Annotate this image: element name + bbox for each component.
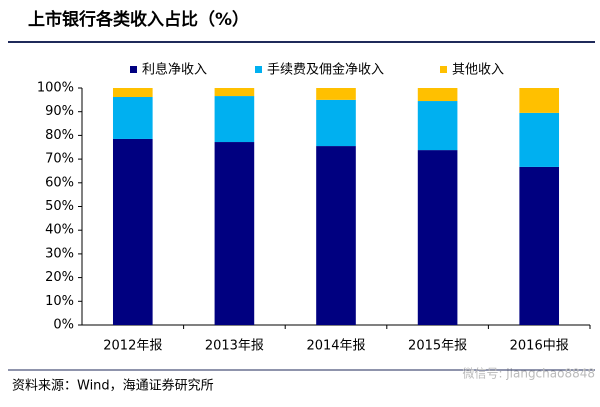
y-tick-label: 40%: [45, 223, 74, 238]
y-tick-label: 10%: [45, 294, 74, 309]
bar-segment: [316, 99, 356, 147]
bar-segment: [112, 138, 153, 325]
bar-segment: [112, 88, 153, 98]
legend-swatch: [130, 66, 137, 73]
bar-segment: [316, 146, 356, 325]
y-tick-label: 0%: [53, 318, 74, 333]
y-tick-label: 100%: [37, 81, 74, 96]
x-tick-label: 2016中报: [510, 339, 569, 354]
bar-segment: [417, 101, 458, 151]
legend-label: 利息净收入: [142, 62, 207, 78]
legend-swatch: [255, 66, 262, 73]
bar-segment: [417, 150, 458, 325]
y-tick-label: 90%: [45, 104, 74, 119]
y-tick-label: 60%: [45, 175, 74, 190]
bar-segment: [214, 96, 255, 143]
bar-segment: [417, 88, 458, 102]
y-tick-label: 80%: [45, 128, 74, 143]
legend-swatch: [440, 66, 447, 73]
bar-segment: [214, 142, 255, 325]
bar-segment: [519, 166, 560, 325]
y-tick-label: 30%: [45, 246, 74, 261]
bar-segment: [519, 88, 560, 113]
y-tick-label: 20%: [45, 270, 74, 285]
bar-segment: [519, 112, 560, 167]
bar-segment: [214, 88, 255, 97]
legend-label: 手续费及佣金净收入: [267, 62, 384, 78]
chart-title: 上市银行各类收入占比（%）: [28, 9, 249, 30]
source-note: 资料来源：Wind，海通证券研究所: [12, 378, 214, 394]
bar-segment: [112, 97, 153, 139]
legend-label: 其他收入: [452, 63, 504, 78]
x-tick-label: 2014年报: [306, 339, 365, 354]
x-tick-label: 2012年报: [103, 339, 162, 354]
y-tick-label: 50%: [45, 199, 74, 214]
watermark: 微信号: jiangchao8848: [462, 367, 595, 381]
x-tick-label: 2013年报: [205, 339, 264, 354]
x-tick-label: 2015年报: [408, 339, 467, 354]
y-tick-label: 70%: [45, 152, 74, 167]
bar-segment: [316, 88, 356, 100]
